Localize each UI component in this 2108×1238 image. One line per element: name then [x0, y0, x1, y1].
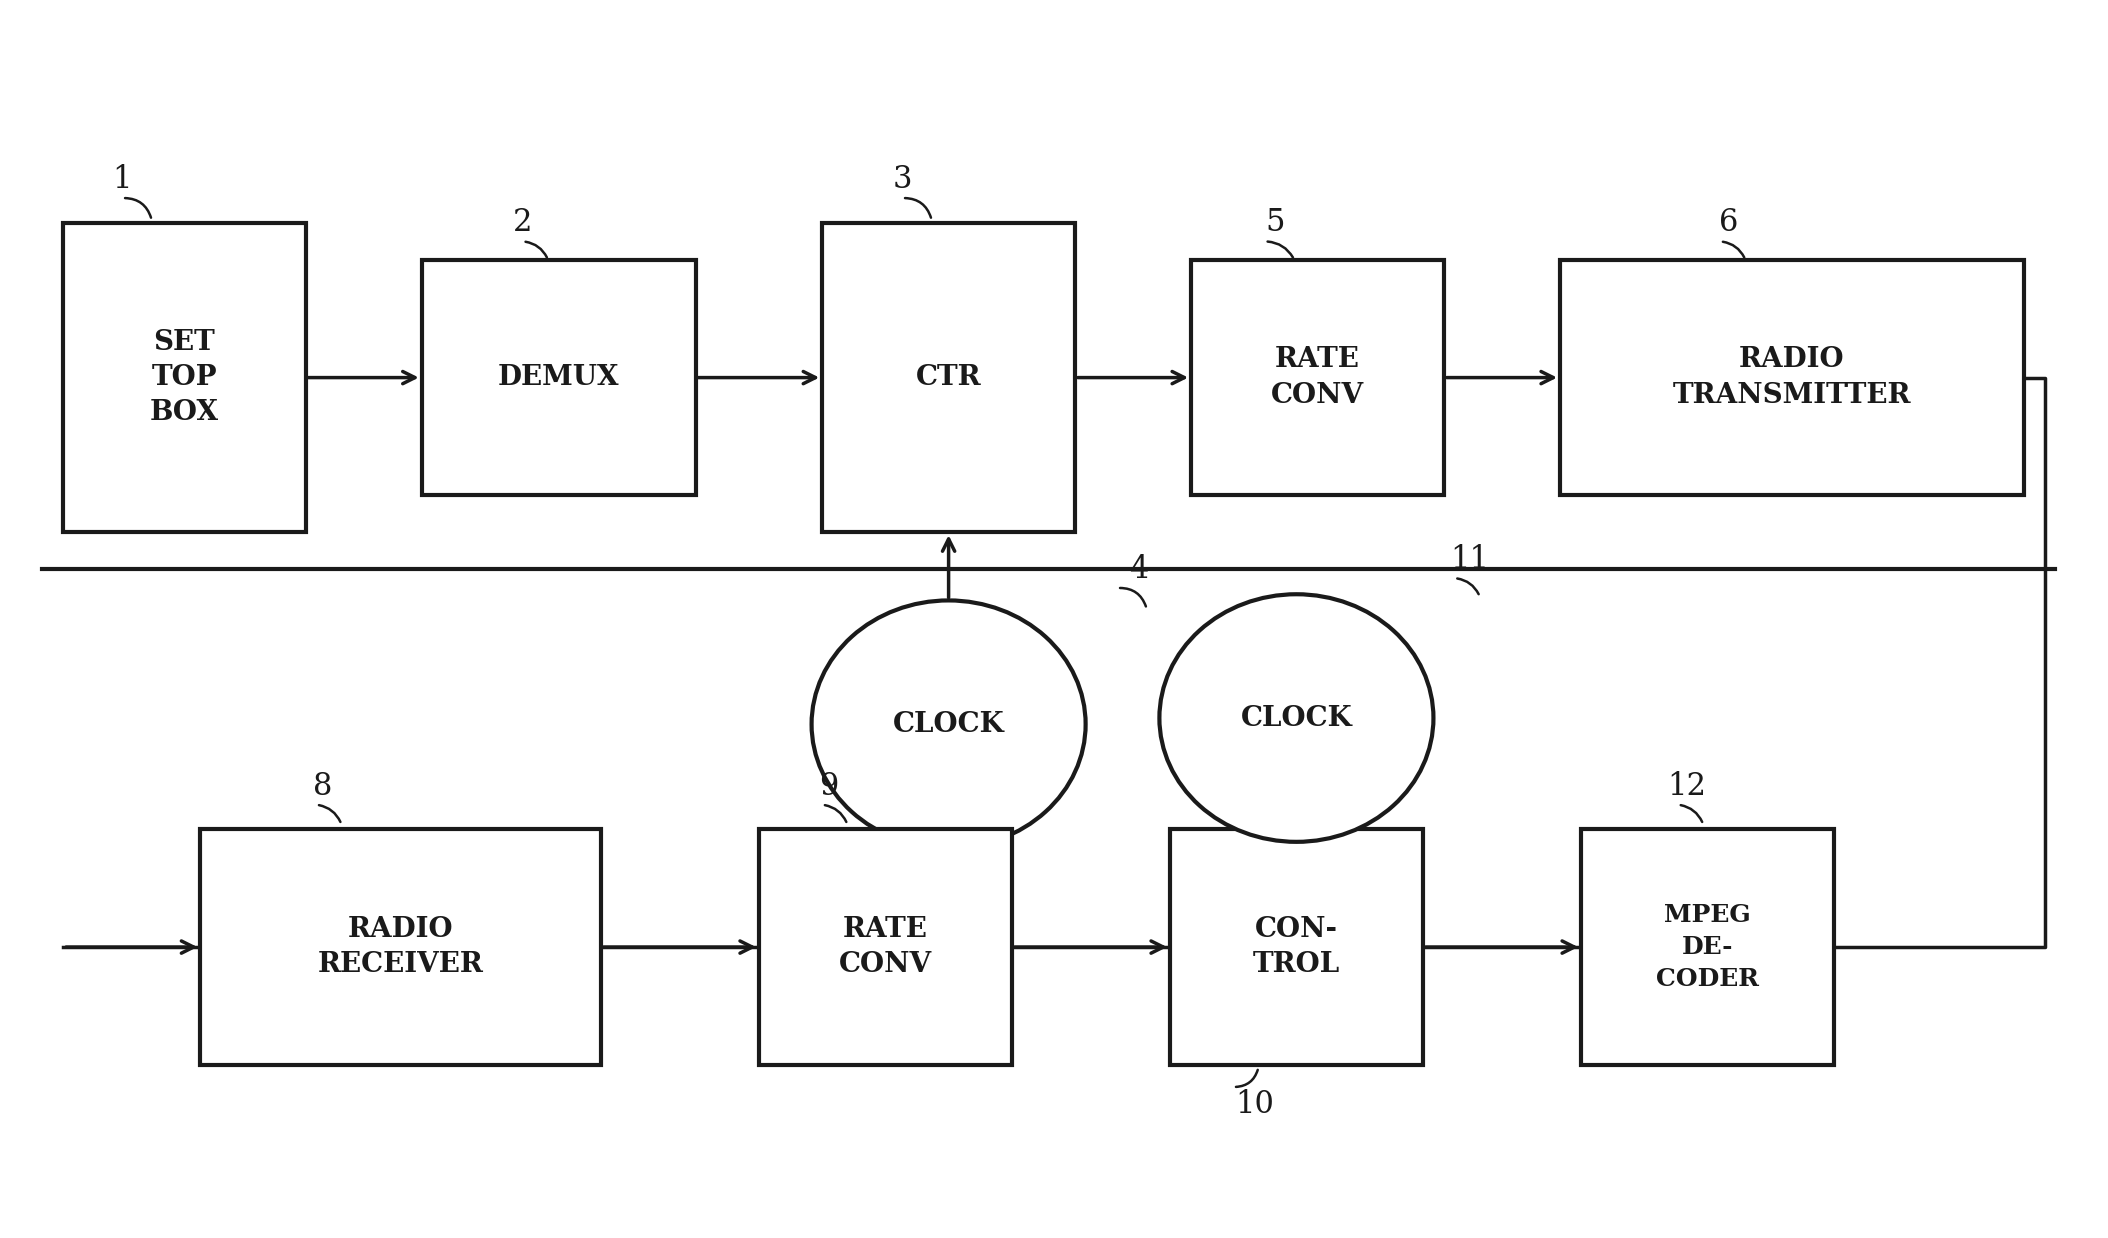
- Text: SET
TOP
BOX: SET TOP BOX: [150, 329, 219, 426]
- Text: 9: 9: [818, 770, 839, 802]
- Text: 11: 11: [1450, 543, 1488, 576]
- Text: RADIO
RECEIVER: RADIO RECEIVER: [318, 916, 483, 978]
- Text: RATE
CONV: RATE CONV: [839, 916, 932, 978]
- Text: CLOCK: CLOCK: [1240, 704, 1353, 732]
- Text: CTR: CTR: [915, 364, 982, 391]
- Bar: [1560, 260, 2024, 495]
- Text: 2: 2: [512, 207, 533, 239]
- Ellipse shape: [1159, 594, 1433, 842]
- Bar: [759, 829, 1012, 1065]
- Text: 12: 12: [1667, 770, 1705, 802]
- Text: CON-
TROL: CON- TROL: [1252, 916, 1341, 978]
- Ellipse shape: [812, 600, 1086, 848]
- Bar: [1170, 829, 1423, 1065]
- Text: 8: 8: [312, 770, 333, 802]
- Text: 4: 4: [1128, 553, 1149, 586]
- Bar: [200, 829, 601, 1065]
- Bar: [422, 260, 696, 495]
- Text: CLOCK: CLOCK: [892, 711, 1006, 738]
- Text: 6: 6: [1718, 207, 1739, 239]
- Text: RADIO
TRANSMITTER: RADIO TRANSMITTER: [1672, 347, 1912, 409]
- Bar: [63, 223, 306, 532]
- Text: DEMUX: DEMUX: [497, 364, 620, 391]
- Text: 10: 10: [1235, 1088, 1273, 1120]
- Text: 5: 5: [1265, 207, 1286, 239]
- Bar: [1191, 260, 1444, 495]
- Text: MPEG
DE-
CODER: MPEG DE- CODER: [1657, 904, 1758, 990]
- Text: RATE
CONV: RATE CONV: [1271, 347, 1364, 409]
- Text: 1: 1: [112, 163, 133, 196]
- Bar: [822, 223, 1075, 532]
- Bar: [1581, 829, 1834, 1065]
- Text: 3: 3: [892, 163, 913, 196]
